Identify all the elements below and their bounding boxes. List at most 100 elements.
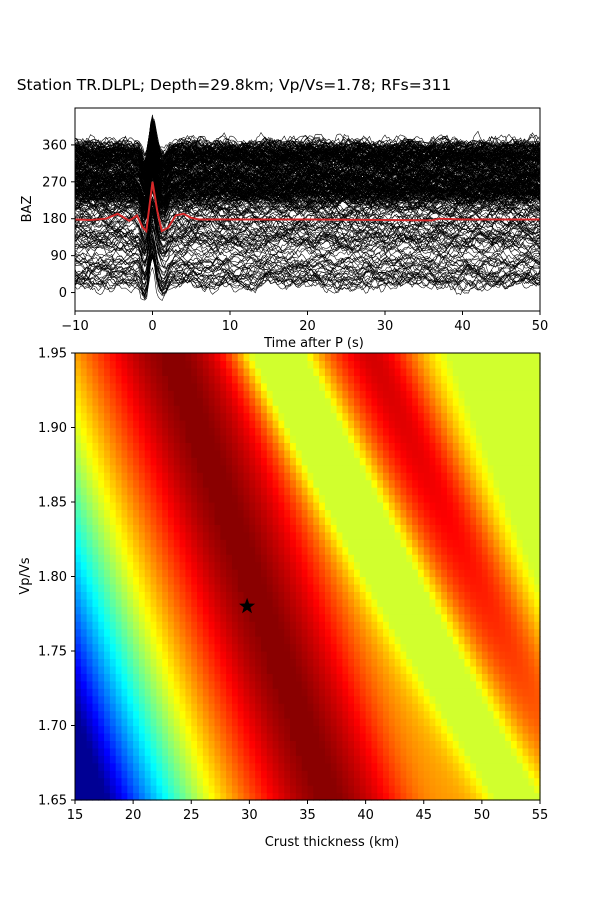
- hk-cell: [400, 606, 407, 615]
- hk-cell: [400, 382, 407, 391]
- hk-cell: [330, 732, 338, 741]
- hk-cell: [255, 427, 262, 436]
- hk-cell: [481, 405, 489, 414]
- hk-cell: [528, 688, 535, 697]
- hk-cell: [324, 472, 332, 481]
- hk-cell: [197, 710, 204, 719]
- hk-cell: [104, 464, 111, 473]
- hk-cell: [383, 449, 390, 458]
- hk-cell: [510, 472, 518, 481]
- hk-cell: [417, 516, 425, 525]
- hk-cell: [237, 554, 245, 563]
- hk-cell: [516, 494, 524, 503]
- hk-cell: [365, 725, 373, 734]
- hk-cell: [185, 621, 192, 630]
- hk-cell: [534, 457, 541, 466]
- hk-cell: [156, 531, 163, 540]
- hk-cell: [301, 569, 309, 578]
- hk-cell: [394, 502, 402, 511]
- hk-cell: [458, 762, 466, 771]
- hk-cell: [92, 710, 99, 719]
- hk-cell: [423, 598, 431, 607]
- hk-cell: [266, 665, 274, 674]
- hk-cell: [388, 502, 396, 511]
- hk-cell: [237, 770, 245, 779]
- hk-cell: [208, 710, 216, 719]
- hk-cell: [400, 576, 407, 585]
- hk-cell: [156, 673, 163, 682]
- hk-cell: [98, 792, 105, 801]
- hk-cell: [261, 665, 268, 674]
- hk-cell: [197, 487, 204, 496]
- hk-cell: [121, 651, 128, 660]
- hk-cell: [115, 569, 123, 578]
- hk-cell: [249, 494, 256, 503]
- rf-y-axis-label: BAZ: [20, 196, 35, 223]
- hk-cell: [406, 405, 413, 414]
- hk-cell: [295, 554, 303, 563]
- hk-cell: [423, 718, 431, 727]
- hk-cell: [179, 539, 187, 548]
- hk-cell: [412, 576, 419, 585]
- hk-cell: [284, 434, 291, 443]
- hk-cell: [383, 412, 390, 421]
- hk-cell: [138, 710, 146, 719]
- hk-cell: [168, 762, 175, 771]
- hk-cell: [75, 591, 82, 600]
- hk-cell: [476, 375, 483, 384]
- hk-cell: [435, 777, 442, 786]
- hk-cell: [121, 516, 128, 525]
- hk-cell: [75, 472, 82, 481]
- hk-cell: [150, 554, 157, 563]
- hk-cell: [516, 688, 524, 697]
- hk-cell: [231, 651, 239, 660]
- hk-cell: [109, 792, 117, 801]
- hk-stacking-panel: 15 20 25 30 35 40 45 50 55 1.651.701.751.801.851…: [18, 347, 548, 851]
- hk-cell: [86, 792, 94, 801]
- hk-cell: [197, 688, 204, 697]
- hk-cell: [313, 613, 320, 622]
- hk-cell: [476, 531, 483, 540]
- hk-cell: [86, 740, 94, 749]
- hk-cell: [371, 472, 378, 481]
- hk-cell: [104, 516, 111, 525]
- hk-cell: [342, 643, 349, 652]
- hk-cell: [168, 464, 175, 473]
- hk-cell: [342, 479, 349, 488]
- hk-cell: [476, 502, 483, 511]
- hk-cell: [516, 777, 524, 786]
- hk-cell: [476, 405, 483, 414]
- hk-cell: [458, 576, 466, 585]
- hk-cell: [383, 576, 390, 585]
- hk-cell: [417, 576, 425, 585]
- hk-cell: [324, 613, 332, 622]
- hk-cell: [516, 479, 524, 488]
- hk-cell: [121, 665, 128, 674]
- hk-cell: [284, 718, 291, 727]
- hk-cell: [121, 695, 128, 704]
- hk-cell: [388, 405, 396, 414]
- hk-cell: [75, 673, 82, 682]
- hk-cell: [156, 457, 163, 466]
- hk-cell: [255, 382, 262, 391]
- hk-cell: [481, 665, 489, 674]
- hk-cell: [115, 524, 123, 533]
- hk-cell: [342, 658, 349, 667]
- hk-cell: [220, 420, 227, 429]
- hk-cell: [278, 606, 285, 615]
- hk-cell: [336, 487, 343, 496]
- hk-cell: [208, 434, 216, 443]
- hk-cell: [104, 427, 111, 436]
- hk-cell: [330, 502, 338, 511]
- hk-cell: [156, 420, 163, 429]
- hk-cell: [354, 777, 361, 786]
- hk-cell: [400, 665, 407, 674]
- hk-cell: [307, 636, 314, 645]
- hk-cell: [365, 442, 373, 451]
- hk-cell: [383, 569, 390, 578]
- hk-cell: [92, 613, 99, 622]
- hk-cell: [156, 516, 163, 525]
- hk-cell: [319, 613, 326, 622]
- hk-cell: [284, 740, 291, 749]
- hk-cell: [168, 472, 175, 481]
